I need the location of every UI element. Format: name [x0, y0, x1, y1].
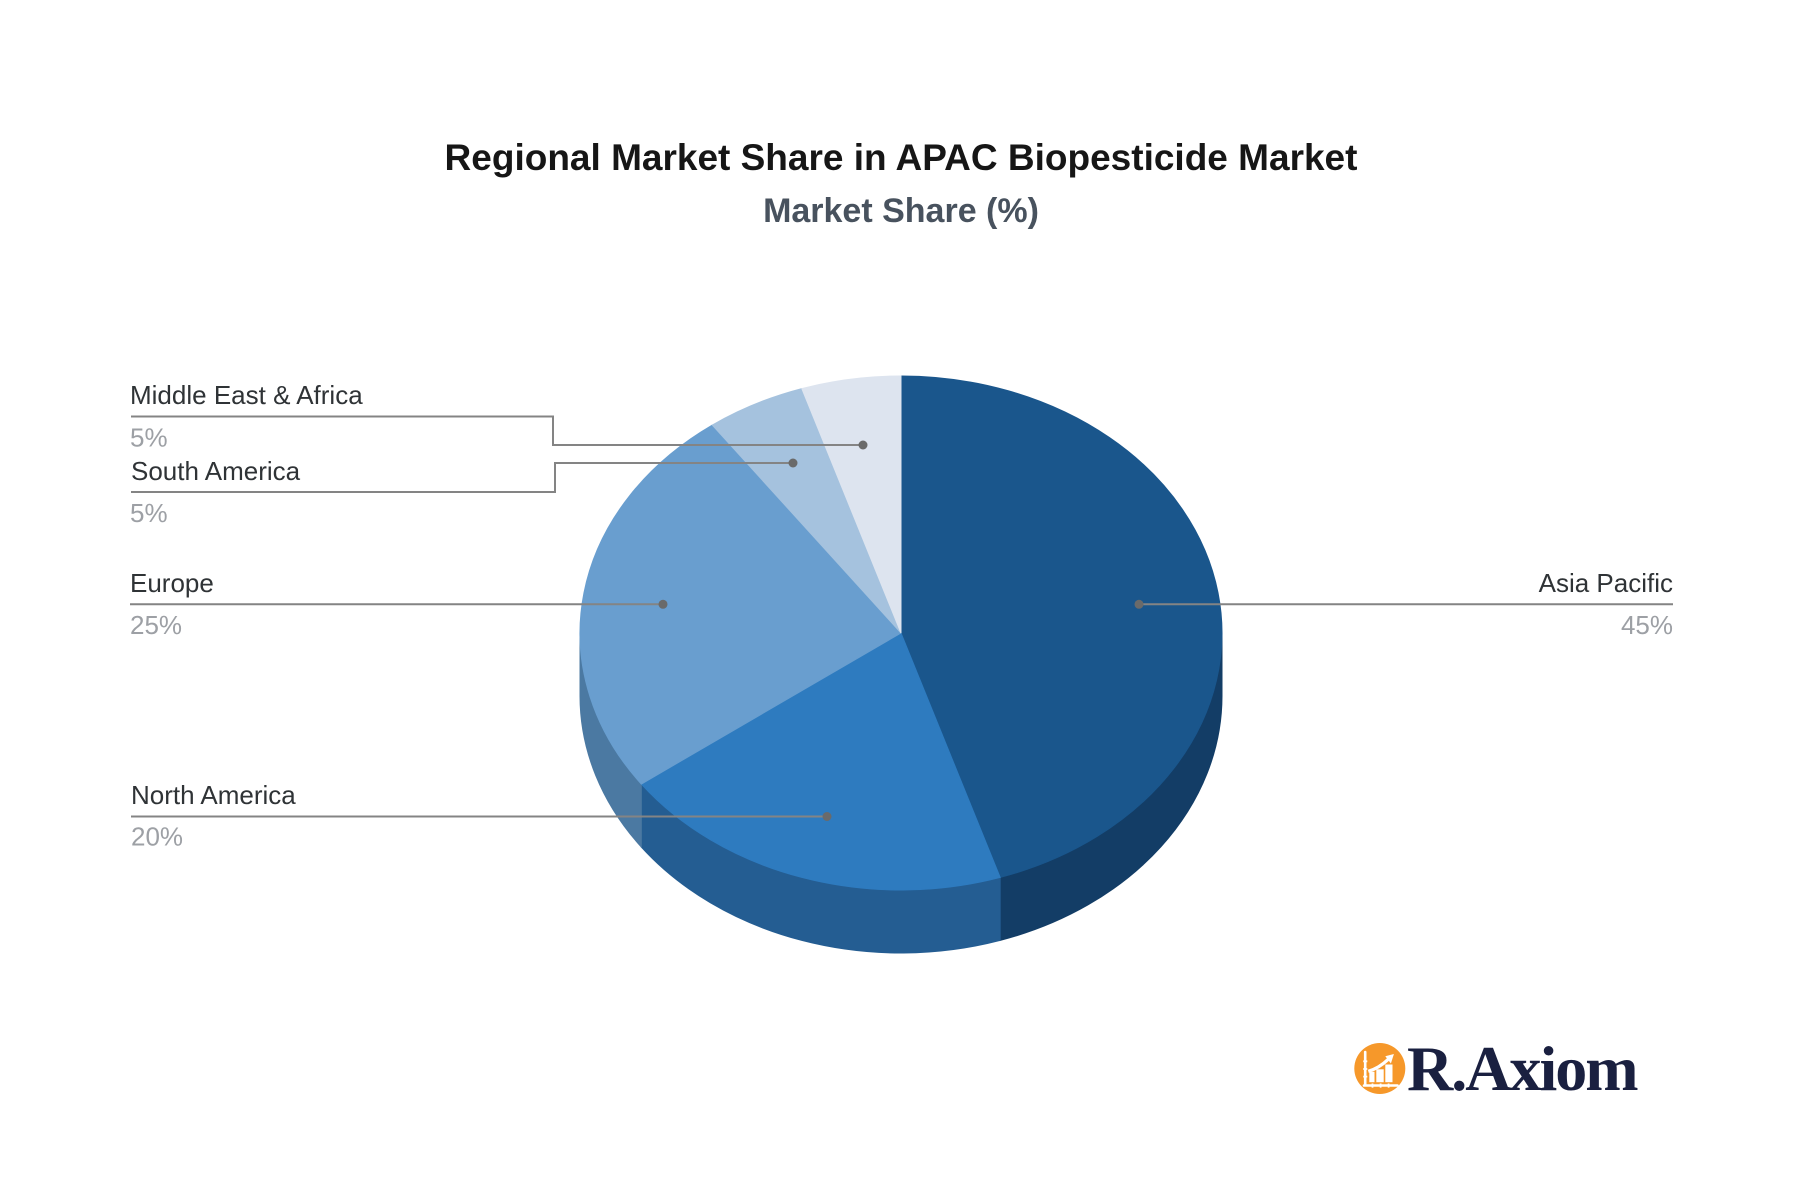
svg-text:Regional Market Share in APAC: Regional Market Share in APAC Biopestici… — [445, 137, 1358, 178]
svg-text:R.Axiom: R.Axiom — [1407, 1033, 1638, 1104]
svg-text:25%: 25% — [130, 610, 182, 640]
svg-text:Middle East & Africa: Middle East & Africa — [130, 380, 363, 410]
svg-text:45%: 45% — [1621, 610, 1673, 640]
svg-text:Europe: Europe — [130, 568, 214, 598]
svg-text:Asia Pacific: Asia Pacific — [1539, 568, 1673, 598]
svg-text:Market Share (%): Market Share (%) — [763, 192, 1039, 230]
svg-text:South America: South America — [131, 456, 301, 486]
svg-text:5%: 5% — [130, 498, 168, 528]
svg-text:5%: 5% — [130, 423, 168, 453]
svg-text:North America: North America — [131, 780, 296, 810]
svg-text:20%: 20% — [131, 822, 183, 852]
